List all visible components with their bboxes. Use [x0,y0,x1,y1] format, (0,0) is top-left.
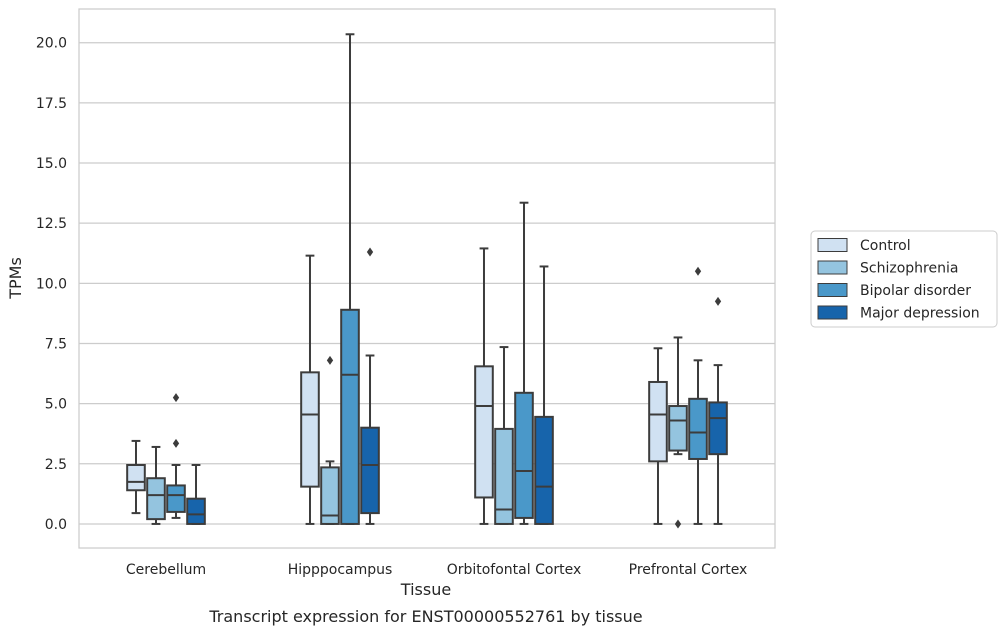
box-iqr [186,497,206,525]
y-tick-label: 0.0 [45,517,67,533]
y-axis-title: TPMs [6,257,25,300]
legend-swatch [817,305,848,320]
y-tick-label: 10.0 [36,276,67,292]
legend-swatch [817,283,848,297]
box-major-depression [534,265,554,525]
x-axis-title: Tissue [400,580,451,599]
box-iqr [688,397,708,460]
legend-item: Control [817,238,911,254]
box-bipolar-disorder [166,393,186,519]
box-iqr [474,365,494,499]
x-tick-label: Prefrontal Cortex [629,562,748,578]
box-control [648,347,668,525]
plot-frame [78,8,776,549]
legend-frame [810,230,998,328]
outlier-point [674,519,682,529]
box-schizophrenia [320,355,340,525]
legend-label: Bipolar disorder [860,283,971,299]
legend-label: Major depression [860,306,980,322]
x-tick-label: Hipppocampus [288,562,393,578]
legend-item: Major depression [817,305,980,322]
legend-item: Bipolar disorder [817,283,971,299]
box-major-depression [186,463,206,525]
box-control [300,254,320,525]
box-iqr [300,371,320,488]
box-iqr [340,308,360,525]
box-major-depression [360,247,380,525]
y-tick-label: 15.0 [36,156,67,172]
legend-swatch [817,260,848,275]
box-iqr [708,401,728,456]
y-tick-label: 12.5 [36,216,67,232]
box-control [126,439,146,515]
x-tick-labels: Cerebellum Hipppocampus Orbitofontal Corte… [126,562,747,578]
box-iqr [126,463,146,492]
box-iqr [360,426,380,515]
box-control [474,247,494,525]
x-tick-label: Orbitofontal Cortex [447,562,582,578]
box-iqr [320,466,340,525]
box-bipolar-disorder [514,201,534,525]
outlier-point [172,438,180,448]
outlier-point [172,393,180,403]
y-tick-labels: 0.0 2.5 5.0 7.5 10.0 12.5 15.0 17.5 20.0 [36,36,67,533]
y-tick-label: 17.5 [36,96,67,112]
box-iqr [668,405,688,452]
gridlines [79,42,775,525]
box-iqr [514,391,534,519]
box-iqr [146,477,166,521]
legend-item: Schizophrenia [817,260,958,277]
box-schizophrenia [668,336,688,529]
y-tick-label: 2.5 [45,457,67,473]
legend-swatch [817,238,848,252]
plot-background [79,9,775,548]
box-major-depression [708,296,728,525]
x-tick-label: Cerebellum [126,562,206,578]
box-bipolar-disorder [688,266,708,525]
box-schizophrenia [494,346,514,525]
y-tick-label: 5.0 [45,397,67,413]
legend-label: Control [860,238,911,254]
legend: Control Schizophrenia Bipolar disorder Majo… [810,230,998,328]
box-iqr [534,415,554,525]
box-iqr [648,380,668,463]
box-bipolar-disorder [340,33,360,525]
outlier-point [366,247,374,257]
box-groups [126,33,728,529]
figure-caption: Transcript expression for ENST0000055276… [208,607,642,626]
outlier-point [326,355,334,365]
box-iqr [166,484,186,513]
y-tick-label: 7.5 [45,336,67,352]
y-tick-label: 20.0 [36,36,67,52]
outlier-point [714,296,722,306]
legend-label: Schizophrenia [860,261,958,277]
outlier-point [694,266,702,276]
box-iqr [494,427,514,525]
box-schizophrenia [146,445,166,525]
